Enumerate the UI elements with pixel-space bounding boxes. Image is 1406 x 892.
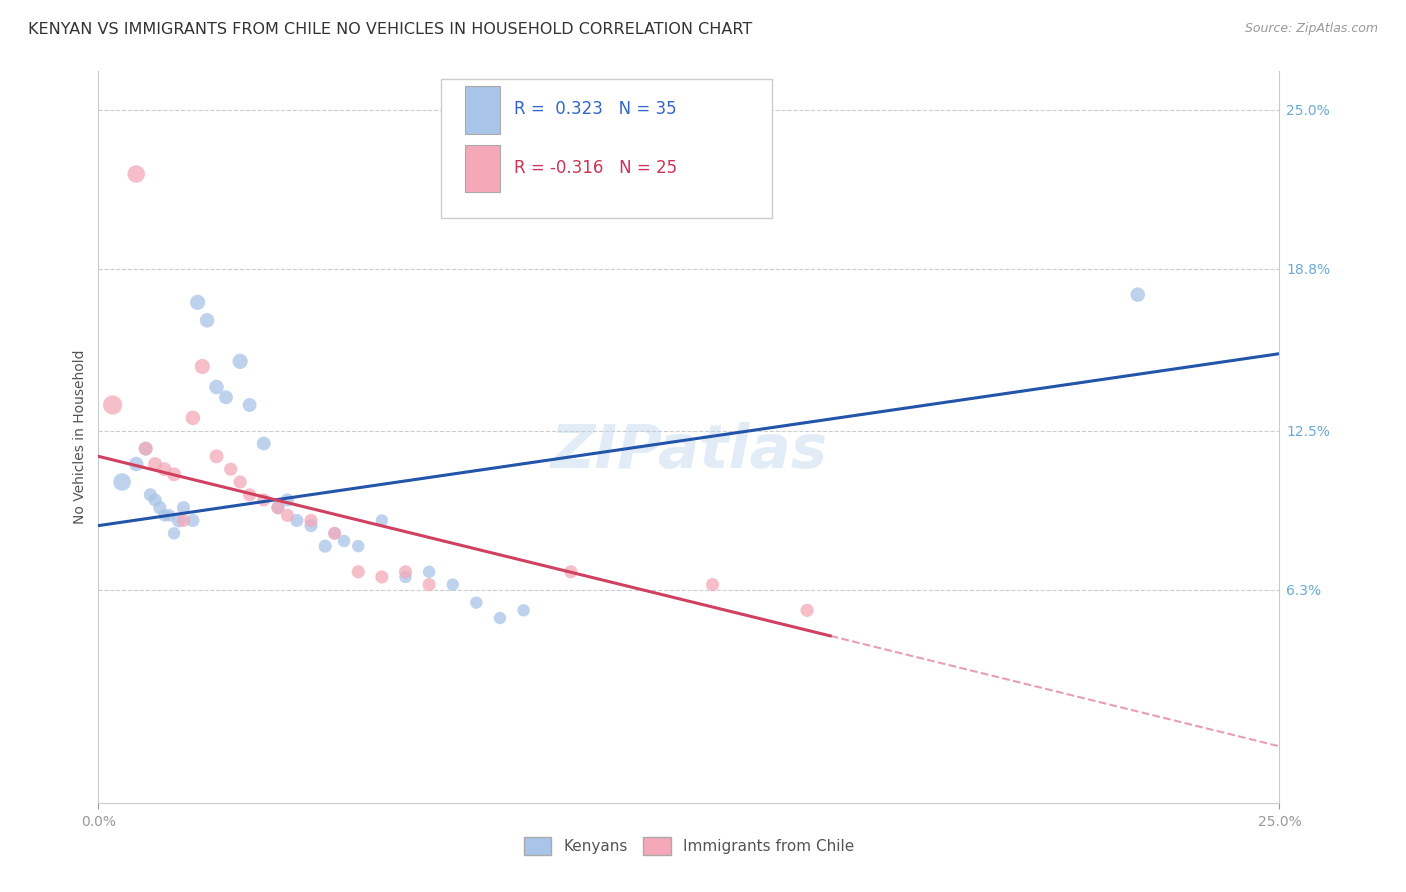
Point <box>215 390 238 404</box>
Point <box>371 570 394 584</box>
Text: R =  0.323   N = 35: R = 0.323 N = 35 <box>515 101 676 119</box>
Point <box>267 500 290 515</box>
Point <box>191 359 214 374</box>
Point <box>299 518 322 533</box>
Point <box>195 313 218 327</box>
Point <box>285 514 308 528</box>
Point <box>157 508 180 523</box>
Point <box>441 577 464 591</box>
Point <box>314 539 336 553</box>
Point <box>267 500 290 515</box>
Point <box>149 500 172 515</box>
Point <box>125 167 148 181</box>
Point <box>418 565 440 579</box>
Point <box>101 398 124 412</box>
Point <box>153 462 176 476</box>
Point <box>219 462 242 476</box>
Point <box>205 450 228 464</box>
Point <box>172 514 194 528</box>
Point <box>465 596 488 610</box>
Point <box>139 488 162 502</box>
Text: R = -0.316   N = 25: R = -0.316 N = 25 <box>515 159 678 177</box>
Text: KENYAN VS IMMIGRANTS FROM CHILE NO VEHICLES IN HOUSEHOLD CORRELATION CHART: KENYAN VS IMMIGRANTS FROM CHILE NO VEHIC… <box>28 22 752 37</box>
Point <box>239 488 262 502</box>
Point <box>135 442 157 456</box>
Point <box>371 514 394 528</box>
Point <box>229 354 252 368</box>
Text: Source: ZipAtlas.com: Source: ZipAtlas.com <box>1244 22 1378 36</box>
Point <box>702 577 724 591</box>
Point <box>163 467 186 482</box>
Point <box>239 398 262 412</box>
Point <box>394 565 416 579</box>
Point <box>418 577 440 591</box>
FancyBboxPatch shape <box>464 86 501 134</box>
Point <box>181 410 204 425</box>
FancyBboxPatch shape <box>464 145 501 192</box>
Point <box>229 475 252 489</box>
Point <box>187 295 209 310</box>
Point <box>276 492 298 507</box>
Point <box>253 436 276 450</box>
Point <box>172 500 194 515</box>
Point <box>205 380 228 394</box>
Point <box>512 603 534 617</box>
FancyBboxPatch shape <box>441 78 772 218</box>
Point <box>111 475 134 489</box>
Point <box>323 526 346 541</box>
Point <box>560 565 582 579</box>
Point <box>153 508 176 523</box>
Point <box>489 611 512 625</box>
Point <box>796 603 818 617</box>
Point <box>163 526 186 541</box>
Point <box>1126 287 1149 301</box>
Point <box>299 514 322 528</box>
Point <box>135 442 157 456</box>
Y-axis label: No Vehicles in Household: No Vehicles in Household <box>73 350 87 524</box>
Point <box>323 526 346 541</box>
Point <box>347 565 370 579</box>
Point <box>125 457 148 471</box>
Point <box>253 492 276 507</box>
Legend: Kenyans, Immigrants from Chile: Kenyans, Immigrants from Chile <box>517 831 860 861</box>
Point <box>276 508 298 523</box>
Point <box>181 514 204 528</box>
Point <box>167 514 190 528</box>
Point <box>333 534 356 549</box>
Text: ZIPatlas: ZIPatlas <box>550 422 828 481</box>
Point <box>394 570 416 584</box>
Point <box>143 457 166 471</box>
Point <box>143 492 166 507</box>
Point <box>347 539 370 553</box>
